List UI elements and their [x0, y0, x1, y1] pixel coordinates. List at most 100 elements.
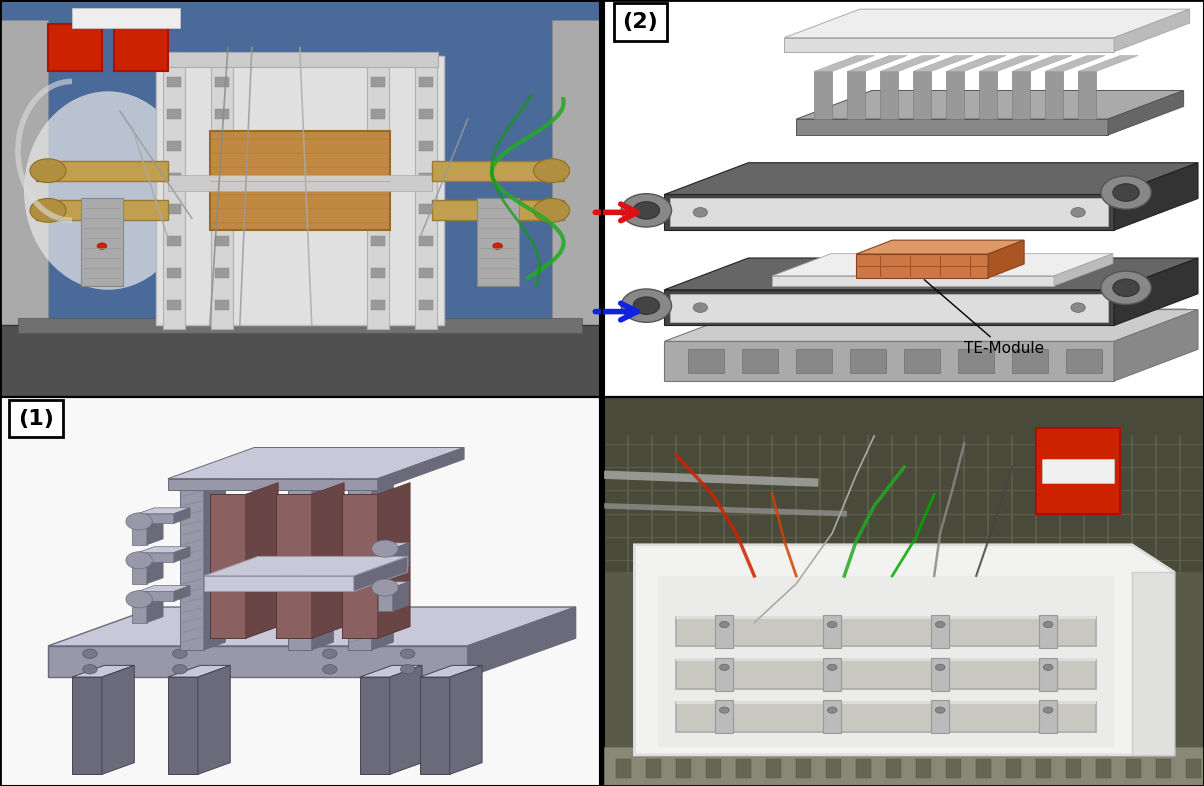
Bar [677, 758, 691, 778]
Polygon shape [342, 626, 411, 638]
Bar [48, 24, 102, 72]
Bar [166, 236, 181, 246]
Polygon shape [378, 549, 393, 572]
Polygon shape [348, 467, 394, 475]
Circle shape [633, 297, 660, 314]
Bar [1007, 758, 1021, 778]
Polygon shape [880, 56, 940, 72]
Bar [214, 109, 229, 119]
Polygon shape [913, 72, 931, 119]
Polygon shape [796, 349, 832, 373]
Polygon shape [880, 72, 898, 119]
Polygon shape [132, 516, 163, 521]
Bar [826, 758, 842, 778]
Circle shape [401, 665, 415, 674]
Bar [1186, 758, 1202, 778]
Circle shape [533, 159, 569, 182]
Polygon shape [209, 494, 246, 638]
Polygon shape [147, 593, 163, 623]
Polygon shape [179, 475, 203, 650]
Circle shape [126, 591, 152, 608]
Polygon shape [48, 646, 467, 677]
Bar [1037, 428, 1120, 514]
Bar [419, 268, 433, 277]
Bar [214, 77, 229, 87]
Bar [715, 658, 733, 691]
Bar [36, 200, 167, 220]
Polygon shape [209, 626, 278, 638]
Bar [432, 161, 563, 181]
Polygon shape [132, 599, 147, 623]
Circle shape [1100, 176, 1151, 209]
Circle shape [323, 649, 337, 659]
Circle shape [936, 664, 945, 670]
Circle shape [492, 243, 502, 249]
Polygon shape [796, 90, 1184, 119]
Bar [214, 236, 229, 246]
Polygon shape [856, 254, 988, 277]
Bar [419, 236, 433, 246]
Bar [419, 204, 433, 215]
Polygon shape [132, 521, 147, 545]
Circle shape [372, 540, 399, 557]
Bar [715, 615, 733, 648]
Bar [677, 615, 1096, 619]
Polygon shape [203, 556, 408, 576]
Polygon shape [665, 341, 1114, 381]
Polygon shape [393, 582, 409, 611]
Bar [166, 77, 181, 87]
Polygon shape [946, 56, 1007, 72]
Bar [419, 299, 433, 310]
Polygon shape [665, 310, 1198, 341]
Polygon shape [979, 56, 1039, 72]
Bar [647, 758, 661, 778]
Polygon shape [378, 582, 409, 588]
Bar [1156, 758, 1171, 778]
Bar [166, 268, 181, 277]
Polygon shape [1078, 72, 1096, 119]
Polygon shape [288, 467, 334, 475]
Bar [886, 758, 902, 778]
Polygon shape [167, 677, 197, 774]
Circle shape [30, 198, 66, 222]
Bar [211, 52, 232, 329]
Polygon shape [665, 258, 1198, 290]
Bar [419, 173, 433, 182]
Polygon shape [1114, 310, 1198, 381]
Bar [677, 703, 1096, 732]
Circle shape [1112, 184, 1139, 201]
Circle shape [720, 622, 730, 628]
Polygon shape [179, 467, 225, 475]
Bar [209, 131, 390, 230]
Text: TE-Module: TE-Module [925, 280, 1044, 356]
Bar [931, 700, 949, 733]
Polygon shape [138, 514, 173, 523]
Circle shape [633, 202, 660, 219]
Polygon shape [48, 607, 576, 646]
Bar [824, 615, 842, 648]
Bar [946, 758, 961, 778]
Polygon shape [665, 163, 1198, 194]
Polygon shape [848, 72, 866, 119]
Circle shape [827, 622, 837, 628]
Circle shape [1070, 303, 1085, 312]
Circle shape [30, 159, 66, 182]
Bar [371, 141, 385, 151]
Polygon shape [132, 593, 163, 599]
Polygon shape [378, 543, 409, 549]
Bar [659, 576, 1114, 747]
Bar [36, 161, 167, 181]
Polygon shape [197, 666, 230, 774]
Polygon shape [1066, 349, 1102, 373]
Polygon shape [1132, 572, 1174, 755]
Polygon shape [1108, 90, 1184, 135]
Bar [715, 700, 733, 733]
Bar [371, 299, 385, 310]
Polygon shape [665, 194, 1114, 230]
Polygon shape [393, 543, 409, 572]
Polygon shape [312, 483, 344, 638]
Polygon shape [138, 591, 173, 601]
Bar [371, 109, 385, 119]
Bar [1066, 758, 1081, 778]
Polygon shape [276, 494, 312, 638]
